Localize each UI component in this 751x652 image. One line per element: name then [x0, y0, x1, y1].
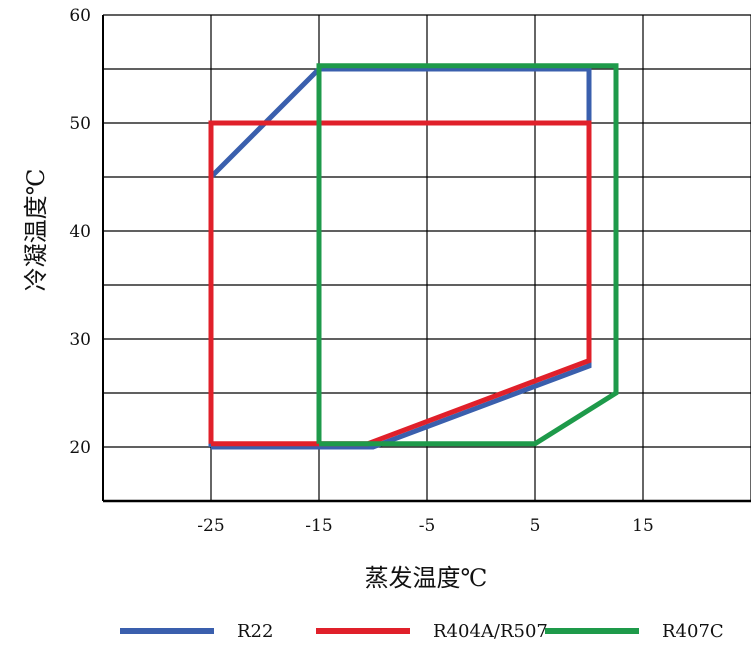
series-group — [208, 63, 619, 450]
legend-item: R22 — [120, 621, 273, 642]
y-tick-label: 30 — [69, 330, 91, 350]
legend-item: R407C — [545, 621, 724, 642]
legend-item: R404A/R507 — [316, 621, 548, 642]
legend-label: R404A/R507 — [433, 621, 548, 642]
x-tick-label: -25 — [197, 516, 224, 536]
x-tick-labels: -25 -15 -5 5 15 — [197, 516, 654, 536]
y-tick-label: 50 — [69, 114, 91, 134]
x-axis-label: 蒸发温度℃ — [365, 564, 488, 592]
legend-label: R22 — [237, 621, 273, 642]
x-tick-label: -15 — [305, 516, 332, 536]
x-tick-label: 15 — [632, 516, 654, 536]
y-tick-labels: 20 30 40 50 60 — [69, 6, 91, 458]
y-tick-label: 60 — [69, 6, 91, 26]
x-tick-label: -5 — [419, 516, 436, 536]
y-tick-label: 40 — [69, 222, 91, 242]
series-line-r404a-r507 — [208, 120, 592, 447]
series-line-r22 — [208, 66, 592, 450]
legend-label: R407C — [662, 621, 724, 642]
axes — [102, 15, 751, 503]
y-tick-label: 20 — [69, 438, 91, 458]
y-axis-label: 冷凝温度℃ — [22, 169, 50, 292]
x-tick-label: 5 — [530, 516, 541, 536]
series-line-r407c — [316, 63, 619, 447]
legend: R22 R404A/R507 R407C — [120, 621, 724, 642]
